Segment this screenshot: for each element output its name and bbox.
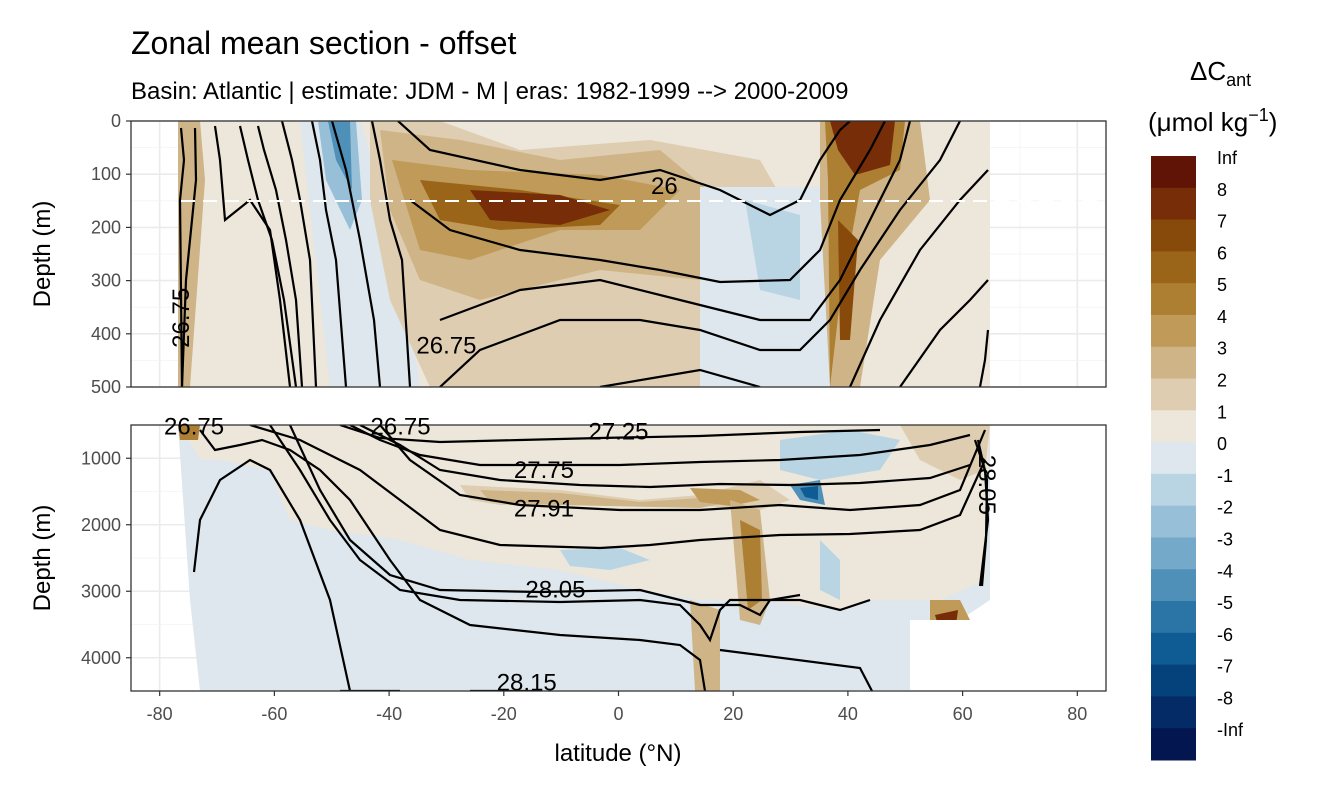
legend-swatch [1151, 696, 1196, 729]
legend-bin-label: 8 [1217, 180, 1227, 200]
legend-bin-label: 5 [1217, 275, 1227, 295]
upper-isopycnals [178, 121, 990, 387]
legend-units: (μmol kg−1) [1148, 105, 1277, 137]
y-tick-label: 100 [91, 164, 121, 184]
legend-bin-label: 2 [1217, 371, 1227, 391]
y-tick-label: 3000 [81, 581, 121, 601]
chart-title: Zonal mean section - offset [131, 25, 517, 61]
isopycnal-label: 28.05 [973, 455, 1000, 515]
isopycnal-label: 27.75 [514, 457, 574, 484]
legend-bin-label: -2 [1217, 498, 1233, 518]
y-tick-label: 0 [111, 111, 121, 131]
x-tick-label: 80 [1067, 704, 1087, 724]
legend-bin-label: -1 [1217, 466, 1233, 486]
legend-swatch [1151, 664, 1196, 697]
lower-isopycnals [192, 425, 990, 691]
x-tick-label: 0 [613, 704, 623, 724]
y-tick-label: 300 [91, 271, 121, 291]
legend-swatch [1151, 156, 1196, 189]
legend-swatch [1151, 251, 1196, 284]
legend-swatch [1151, 632, 1196, 666]
isopycnal-label: 28.15 [497, 670, 557, 697]
legend-bin-label: -7 [1217, 657, 1233, 677]
x-axis-ticks: -80 -60 -40 -20 0 20 40 60 80 [147, 691, 1087, 724]
legend-swatch [1151, 187, 1196, 221]
legend-bin-label: -4 [1217, 561, 1233, 581]
legend-swatch [1151, 728, 1196, 761]
legend-bin-label: Inf [1217, 148, 1238, 168]
legend-bin-label: -3 [1217, 529, 1233, 549]
upper-contour-labels: 26 26.75 26.75 [168, 173, 678, 360]
isopycnal-label: 26.75 [164, 414, 224, 441]
legend-swatch [1151, 314, 1196, 348]
legend-swatch [1151, 601, 1196, 634]
lower-fill-field [178, 425, 1106, 691]
isopycnal-label: 26 [651, 173, 678, 200]
y-axis-label-lower: Depth (m) [29, 505, 56, 612]
legend-swatch [1151, 283, 1196, 316]
legend-bin-label: -8 [1217, 688, 1233, 708]
x-tick-label: -60 [261, 704, 287, 724]
legend-units-sup: −1 [1248, 105, 1269, 125]
legend-swatch [1151, 442, 1196, 475]
upper-y-ticks: 0 100 200 300 400 500 [91, 111, 131, 397]
y-tick-label: 500 [91, 377, 121, 397]
x-tick-label: 20 [723, 704, 743, 724]
x-tick-label: -20 [491, 704, 517, 724]
legend-bin-label: 7 [1217, 212, 1227, 232]
isopycnal-label: 26.75 [168, 288, 195, 348]
isopycnal-label: 26.75 [371, 414, 431, 441]
legend-bin-label: 4 [1217, 307, 1227, 327]
isopycnal-label: 28.05 [525, 577, 585, 604]
legend-bin-label: 3 [1217, 339, 1227, 359]
x-axis-label: latitude (°N) [555, 740, 682, 767]
legend-title: ΔCant [1190, 56, 1251, 90]
legend-swatch [1151, 410, 1196, 443]
legend-bin-label: 6 [1217, 243, 1227, 263]
legend-bin-label: -Inf [1217, 720, 1244, 740]
legend-swatch [1151, 505, 1196, 538]
x-tick-label: -40 [376, 704, 402, 724]
legend-swatch [1151, 219, 1196, 252]
chart-subtitle: Basin: Atlantic | estimate: JDM - M | er… [131, 78, 848, 105]
legend-units-close: ) [1269, 107, 1278, 137]
isopycnal-label: 26.75 [416, 332, 476, 359]
legend-bin-label: -6 [1217, 625, 1233, 645]
legend-title-sub: ant [1226, 70, 1251, 90]
y-tick-label: 1000 [81, 448, 121, 468]
y-tick-label: 200 [91, 217, 121, 237]
legend-bins: Inf 8 7 6 5 4 3 2 1 0 -1 -2 -3 -4 -5 -6 -7 -8 -Inf [1151, 148, 1244, 761]
legend-bin-label: 1 [1217, 402, 1227, 422]
lower-y-ticks: 1000 2000 3000 4000 [81, 448, 131, 668]
lower-contour-labels: 26.75 26.75 27.25 27.75 27.91 28.05 28.15 28.05 [164, 414, 1000, 697]
y-axis-label-upper: Depth (m) [29, 201, 56, 308]
y-tick-label: 400 [91, 324, 121, 344]
isopycnal-label: 27.91 [514, 495, 574, 522]
isopycnal-label: 27.25 [588, 418, 648, 445]
legend-bin-label: 0 [1217, 434, 1227, 454]
legend-swatch [1151, 569, 1196, 602]
colorbar-legend: ΔCant (μmol kg−1) Inf 8 7 6 5 4 3 2 1 0 -1 -2 -3 -4 -5… [1148, 56, 1277, 761]
lower-panel: 1000 2000 3000 4000 26.75 26.75 27.25 27.75 27.… [81, 414, 1107, 697]
y-tick-label: 2000 [81, 515, 121, 535]
legend-swatch [1151, 346, 1196, 380]
upper-panel: 0 100 200 300 400 500 26 26.75 26.75 [91, 111, 1107, 397]
legend-swatch [1151, 378, 1196, 411]
x-tick-label: 40 [838, 704, 858, 724]
legend-title-main: ΔC [1190, 56, 1226, 86]
legend-units-text: (μmol kg [1148, 107, 1248, 137]
legend-swatch [1151, 473, 1196, 507]
legend-bin-label: -5 [1217, 593, 1233, 613]
x-tick-label: -80 [147, 704, 173, 724]
y-tick-label: 4000 [81, 648, 121, 668]
x-tick-label: 60 [953, 704, 973, 724]
legend-swatch [1151, 537, 1196, 570]
